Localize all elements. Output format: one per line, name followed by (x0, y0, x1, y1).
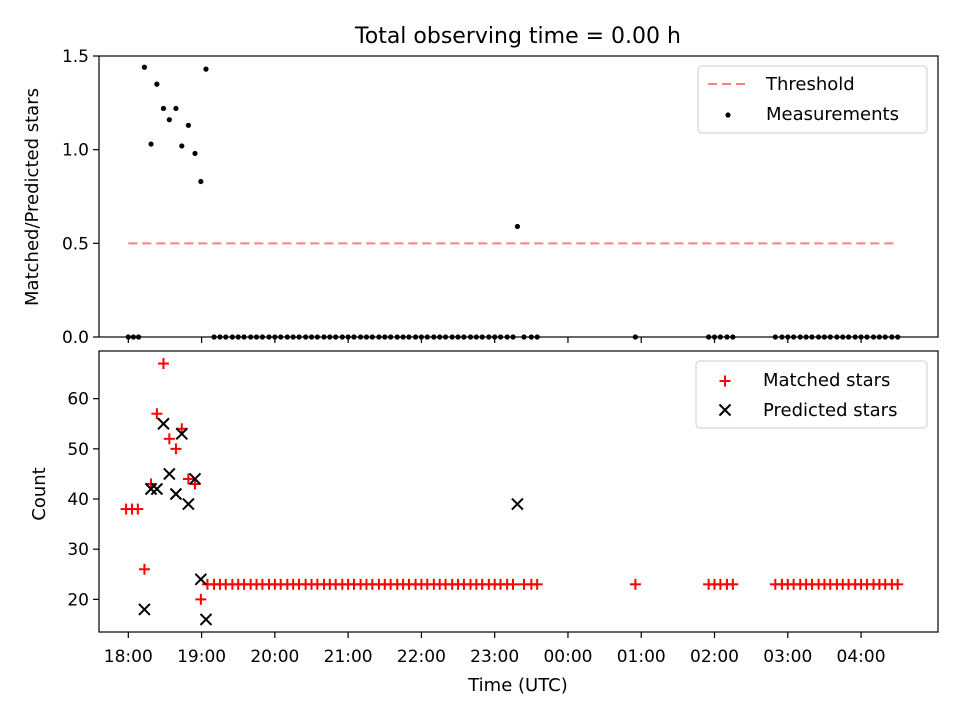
x-tick-label: 19:00 (177, 647, 226, 667)
x-tick-label: 01:00 (617, 647, 666, 667)
predicted-star-point (188, 472, 202, 486)
x-axis-label: Time (UTC) (467, 675, 568, 696)
count-y-tick-label: 50 (67, 440, 89, 460)
x-tick-label: 00:00 (543, 647, 592, 667)
measurement-point (192, 150, 198, 157)
matched-legend-label: Matched stars (763, 370, 890, 391)
matched-star-point-baseline (531, 578, 543, 590)
ratio-y-tick-label: 0.5 (62, 234, 89, 254)
predicted-star-point (175, 427, 189, 441)
predicted-legend-label: Predicted stars (763, 400, 897, 421)
ratio-y-tick-label: 1.5 (62, 47, 89, 67)
count-y-axis-label: Count (29, 467, 50, 520)
matched-star-point (132, 503, 144, 515)
x-tick-label: 20:00 (250, 647, 299, 667)
matched-star-point (195, 593, 207, 605)
matched-star-point-baseline (892, 578, 904, 590)
matched-star-point (163, 433, 175, 445)
count-legend-box (695, 360, 928, 429)
measurement-point (514, 223, 521, 230)
count-panel: 20 30 40 50 60 18:00 19:00 20:00 21:00 22:00 23:0… (29, 350, 939, 696)
predicted-star-point (511, 497, 524, 511)
ratio-y-tick-label: 0.0 (62, 328, 89, 348)
x-tick-label: 21:00 (324, 647, 373, 667)
matched-star-point-baseline (629, 578, 641, 590)
predicted-star-point (199, 613, 213, 626)
measurement-point (185, 122, 191, 128)
matched-legend-marker (719, 375, 731, 387)
measurements-legend-label: Measurements (766, 104, 899, 125)
count-y-tick-label: 40 (67, 490, 89, 510)
matched-star-point (157, 358, 169, 370)
predicted-star-point (138, 603, 151, 616)
measurement-point (141, 64, 148, 70)
x-tick-label: 18:00 (104, 647, 153, 667)
measurement-point (203, 66, 209, 72)
measurement-point (173, 105, 179, 112)
predicted-legend-swatch (718, 403, 732, 417)
predicted-star-point (144, 482, 158, 496)
x-tick-label: 03:00 (763, 647, 812, 667)
matched-star-point (170, 443, 182, 455)
ratio-panel: 0.0 0.5 1.0 1.5 Matched/Predicted stars Thr… (22, 47, 939, 348)
ratio-y-axis-label: Matched/Predicted stars (22, 88, 43, 306)
x-tick-label: 22:00 (397, 647, 446, 667)
measurement-point (160, 105, 167, 112)
x-tick-label: 02:00 (690, 647, 739, 667)
matched-star-point (182, 473, 194, 485)
count-y-tick-label: 30 (67, 540, 89, 560)
count-legend: Matched stars Predicted stars (695, 360, 928, 429)
matched-star-point-baseline (727, 578, 739, 590)
measurement-point (166, 117, 172, 123)
ratio-legend-box (697, 65, 928, 134)
ratio-legend: Threshold Measurements (697, 65, 928, 134)
matched-star-point (138, 563, 150, 575)
count-y-tick-label: 60 (67, 390, 89, 410)
measurement-point (179, 143, 185, 149)
predicted-star-point (169, 487, 183, 501)
ratio-plot-frame (98, 55, 939, 338)
predicted-star-point (182, 497, 195, 511)
predicted-star-point (150, 482, 164, 496)
measurement-point (148, 141, 154, 147)
matched-star-point (151, 408, 163, 420)
count-y-tick-label: 20 (67, 590, 89, 610)
count-plot-frame (98, 350, 939, 633)
measurement-point (154, 81, 160, 87)
ratio-y-tick-label: 1.0 (62, 141, 89, 161)
predicted-star-point (163, 467, 176, 481)
predicted-legend-marker (718, 403, 732, 417)
predicted-star-point (194, 573, 208, 586)
x-tick-label: 04:00 (837, 647, 886, 667)
matched-legend-swatch (719, 375, 731, 387)
predicted-star-point (157, 417, 170, 430)
measurement-point (198, 178, 204, 185)
matched-star-point-baseline (507, 578, 519, 590)
threshold-legend-label: Threshold (765, 74, 855, 95)
x-tick-label: 23:00 (470, 647, 519, 667)
measurements-legend-swatch (725, 112, 731, 118)
chart-title: Total observing time = 0.00 h (354, 24, 681, 49)
